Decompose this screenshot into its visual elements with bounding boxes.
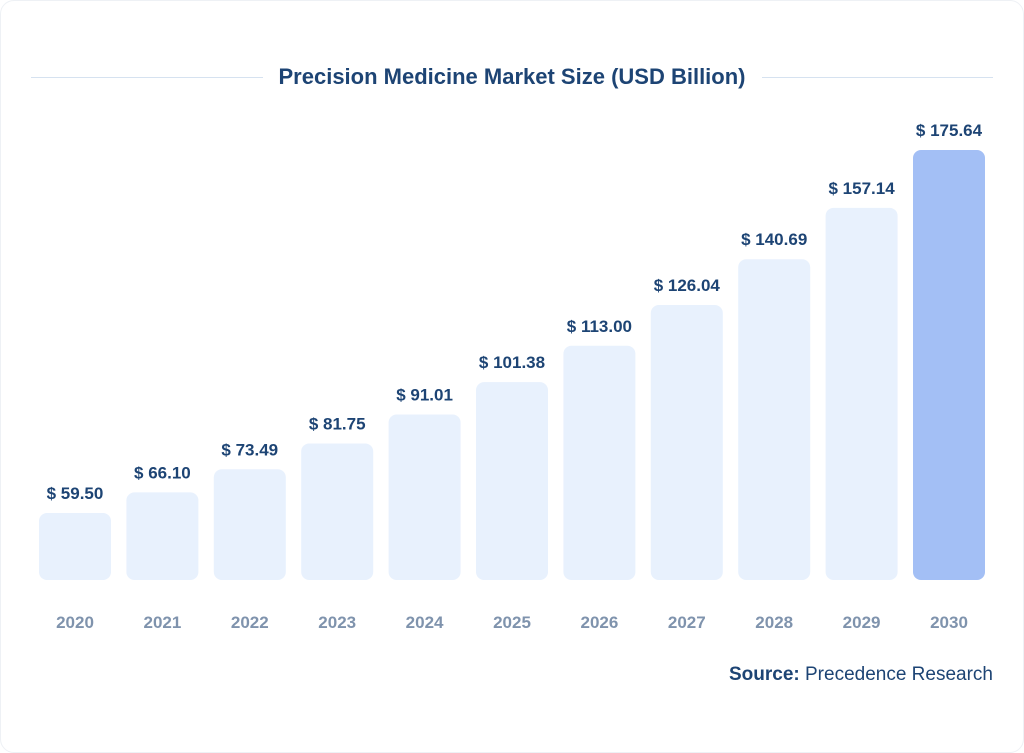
data-label-2020: $ 59.50 bbox=[47, 484, 104, 503]
data-label-2027: $ 126.04 bbox=[654, 276, 721, 295]
bar-2028 bbox=[738, 259, 811, 580]
x-tick-2029: 2029 bbox=[843, 613, 881, 632]
bar-2021 bbox=[126, 492, 199, 580]
x-tick-2024: 2024 bbox=[406, 613, 444, 632]
bar-2029 bbox=[825, 207, 898, 580]
data-label-2023: $ 81.75 bbox=[309, 414, 366, 433]
data-label-2025: $ 101.38 bbox=[479, 353, 545, 372]
x-tick-2025: 2025 bbox=[493, 613, 531, 632]
bar-2022 bbox=[213, 469, 286, 580]
data-label-2021: $ 66.10 bbox=[134, 463, 191, 482]
x-tick-2026: 2026 bbox=[580, 613, 618, 632]
bar-2027 bbox=[650, 305, 723, 580]
title-rule-right bbox=[762, 77, 993, 78]
source-value: Precedence Research bbox=[805, 664, 993, 685]
chart-title: Precision Medicine Market Size (USD Bill… bbox=[278, 64, 746, 89]
bar-2030 bbox=[913, 150, 985, 580]
x-tick-2020: 2020 bbox=[56, 613, 94, 632]
bar-2026 bbox=[563, 345, 636, 580]
source-note: Source: Precedence Research bbox=[729, 664, 993, 686]
bar-2025 bbox=[476, 382, 548, 580]
x-tick-2021: 2021 bbox=[143, 613, 181, 632]
x-tick-2023: 2023 bbox=[318, 613, 356, 632]
x-tick-2027: 2027 bbox=[668, 613, 706, 632]
data-label-2022: $ 73.49 bbox=[221, 440, 278, 459]
x-tick-2028: 2028 bbox=[755, 613, 793, 632]
bar-2023 bbox=[301, 443, 374, 580]
data-label-2029: $ 157.14 bbox=[829, 179, 896, 198]
x-tick-2030: 2030 bbox=[930, 613, 968, 632]
data-label-2028: $ 140.69 bbox=[741, 230, 807, 249]
data-label-2026: $ 113.00 bbox=[567, 317, 632, 336]
source-label: Source: bbox=[728, 664, 800, 685]
data-label-2024: $ 91.01 bbox=[396, 386, 453, 405]
data-label-2030: $ 175.64 bbox=[916, 121, 983, 140]
title-rule-left bbox=[31, 77, 263, 78]
bar-2024 bbox=[388, 414, 461, 580]
bar-2020 bbox=[39, 513, 111, 580]
x-tick-2022: 2022 bbox=[231, 613, 269, 632]
